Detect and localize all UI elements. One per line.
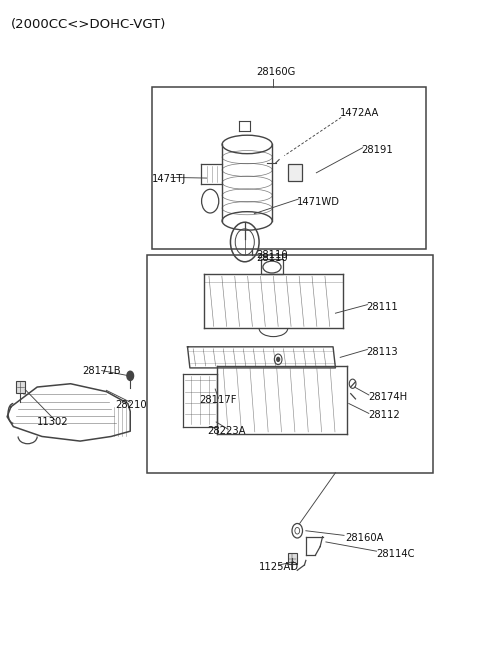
FancyBboxPatch shape [288, 164, 302, 181]
Text: (2000CC<>DOHC-VGT): (2000CC<>DOHC-VGT) [11, 18, 166, 31]
Text: 28171B: 28171B [83, 365, 121, 375]
Text: 1471TJ: 1471TJ [152, 174, 186, 185]
FancyBboxPatch shape [288, 553, 297, 564]
Text: 28160G: 28160G [257, 67, 296, 77]
Text: 28223A: 28223A [207, 426, 246, 436]
Text: 28113: 28113 [366, 347, 398, 357]
Text: 1471WD: 1471WD [297, 197, 340, 207]
Text: 28111: 28111 [366, 302, 398, 312]
Text: 28112: 28112 [368, 410, 400, 420]
Text: 28174H: 28174H [368, 392, 407, 402]
FancyBboxPatch shape [16, 381, 25, 393]
Text: 28210: 28210 [115, 400, 146, 410]
Text: 1472AA: 1472AA [340, 109, 380, 118]
Text: 28117F: 28117F [199, 395, 237, 405]
Text: 1125AD: 1125AD [259, 562, 299, 572]
Text: 11302: 11302 [37, 417, 69, 427]
Text: 28110: 28110 [257, 250, 288, 260]
Text: 28114C: 28114C [376, 549, 415, 559]
Circle shape [277, 357, 280, 361]
Text: 28110: 28110 [257, 254, 288, 263]
Text: 28191: 28191 [362, 145, 394, 155]
Circle shape [127, 371, 133, 381]
Text: 28160A: 28160A [345, 533, 384, 543]
